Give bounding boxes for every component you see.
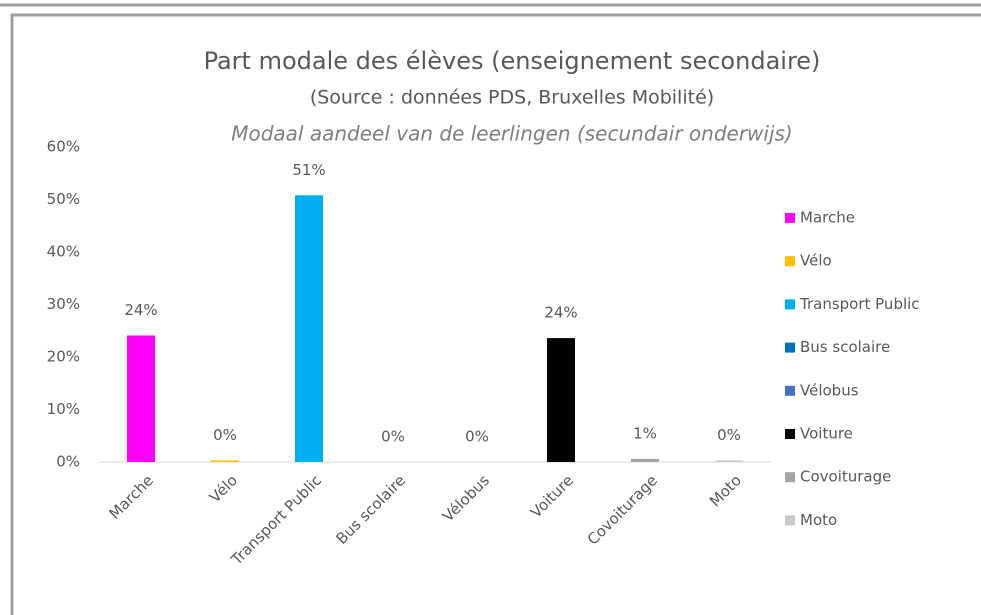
chart-subtitle: Modaal aandeel van de leerlingen (secund… bbox=[231, 122, 793, 146]
y-tick-label: 60% bbox=[47, 138, 80, 156]
legend-label: Vélobus bbox=[800, 381, 859, 399]
data-label: 0% bbox=[717, 426, 741, 444]
legend-swatch bbox=[785, 299, 795, 310]
legend-label: Vélo bbox=[800, 252, 832, 270]
legend-label: Marche bbox=[800, 209, 855, 227]
bar bbox=[211, 460, 239, 462]
data-label: 24% bbox=[544, 304, 577, 322]
legend-swatch bbox=[785, 515, 795, 526]
data-label: 0% bbox=[213, 426, 237, 444]
bar bbox=[295, 195, 323, 463]
y-tick-label: 30% bbox=[47, 295, 80, 313]
data-label: 1% bbox=[633, 424, 657, 442]
data-label: 0% bbox=[381, 428, 405, 446]
chart-subtitle: (Source : données PDS, Bruxelles Mobilit… bbox=[310, 87, 714, 109]
data-label: 24% bbox=[124, 301, 157, 319]
bar bbox=[127, 335, 155, 462]
legend-swatch bbox=[785, 385, 795, 396]
legend-label: Moto bbox=[800, 511, 837, 529]
y-tick-label: 40% bbox=[47, 243, 80, 261]
legend-swatch bbox=[785, 342, 795, 353]
bar bbox=[547, 338, 575, 462]
data-label: 51% bbox=[292, 161, 325, 179]
legend-swatch bbox=[785, 256, 795, 267]
bar bbox=[631, 458, 659, 462]
y-tick-label: 50% bbox=[47, 190, 80, 208]
legend-swatch bbox=[785, 213, 795, 223]
frame bbox=[10, 13, 981, 615]
bar bbox=[715, 460, 743, 462]
legend-label: Bus scolaire bbox=[800, 338, 890, 356]
y-tick-label: 0% bbox=[56, 453, 80, 471]
legend-label: Covoiturage bbox=[800, 468, 891, 486]
legend-label: Voiture bbox=[800, 425, 853, 443]
data-label: 0% bbox=[465, 428, 489, 446]
legend-swatch bbox=[785, 429, 795, 439]
y-tick-label: 10% bbox=[47, 400, 80, 418]
legend-swatch bbox=[785, 472, 795, 483]
chart-title: Part modale des élèves (enseignement sec… bbox=[204, 47, 821, 75]
y-tick-label: 20% bbox=[47, 348, 80, 366]
legend-label: Transport Public bbox=[799, 295, 920, 313]
